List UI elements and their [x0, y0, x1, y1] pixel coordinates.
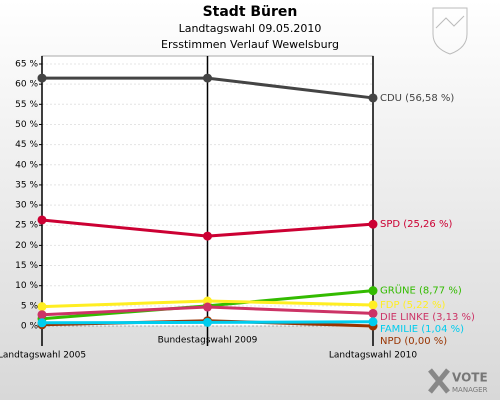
y-tick-label: 50 %: [15, 120, 38, 130]
data-point: [203, 73, 212, 83]
value-label: GRÜNE (8,77 %): [380, 284, 462, 297]
data-point: [37, 318, 47, 328]
chart-subtitle: Ersstimmen Verlauf Wewelsburg: [161, 38, 339, 51]
y-tick-label: 15 %: [15, 261, 38, 271]
chart-subtitle: Landtagswahl 09.05.2010: [179, 22, 322, 35]
data-point: [368, 317, 378, 327]
x-tick-label: Landtagswahl 2010: [329, 351, 418, 361]
logo-mark: [428, 368, 450, 394]
y-tick-label: 60 %: [15, 80, 38, 90]
data-point: [203, 302, 212, 312]
data-point: [37, 73, 47, 83]
chart-title: Stadt Büren: [203, 4, 298, 20]
data-point: [368, 219, 378, 229]
data-point: [203, 317, 212, 327]
data-point: [368, 286, 378, 296]
data-point: [37, 302, 47, 312]
data-point: [368, 93, 378, 103]
y-tick-label: 55 %: [15, 100, 38, 110]
y-tick-label: 45 %: [15, 140, 38, 150]
y-tick-label: 20 %: [15, 241, 38, 251]
data-point: [203, 231, 212, 241]
y-tick-label: 30 %: [15, 201, 38, 211]
y-tick-label: 65 %: [15, 60, 38, 70]
coat-of-arms: [432, 7, 468, 55]
x-tick-label: Landtagswahl 2005: [0, 351, 86, 361]
logo: VOTE MANAGER: [428, 368, 488, 394]
y-tick-label: 40 %: [15, 160, 38, 170]
logo-text: VOTE: [452, 371, 488, 385]
value-label: CDU (56,58 %): [380, 93, 454, 104]
value-label: FDP (5,22 %): [380, 300, 446, 311]
y-tick-label: 5 %: [21, 301, 39, 311]
y-tick-label: 25 %: [15, 221, 38, 231]
value-label: FAMILIE (1,04 %): [380, 324, 464, 335]
data-point: [37, 215, 47, 225]
value-label: DIE LINKE (3,13 %): [380, 312, 475, 323]
value-label: SPD (25,26 %): [380, 219, 452, 230]
y-tick-label: 10 %: [15, 281, 38, 291]
logo-text: MANAGER: [452, 386, 488, 394]
x-tick-label: Bundestagswahl 2009: [158, 336, 258, 346]
data-point: [368, 300, 378, 310]
data-point: [368, 308, 378, 318]
y-tick-label: 0 %: [21, 322, 39, 332]
y-tick-label: 35 %: [15, 180, 38, 190]
data-point: [37, 310, 47, 320]
value-label: NPD (0,00 %): [380, 336, 447, 347]
